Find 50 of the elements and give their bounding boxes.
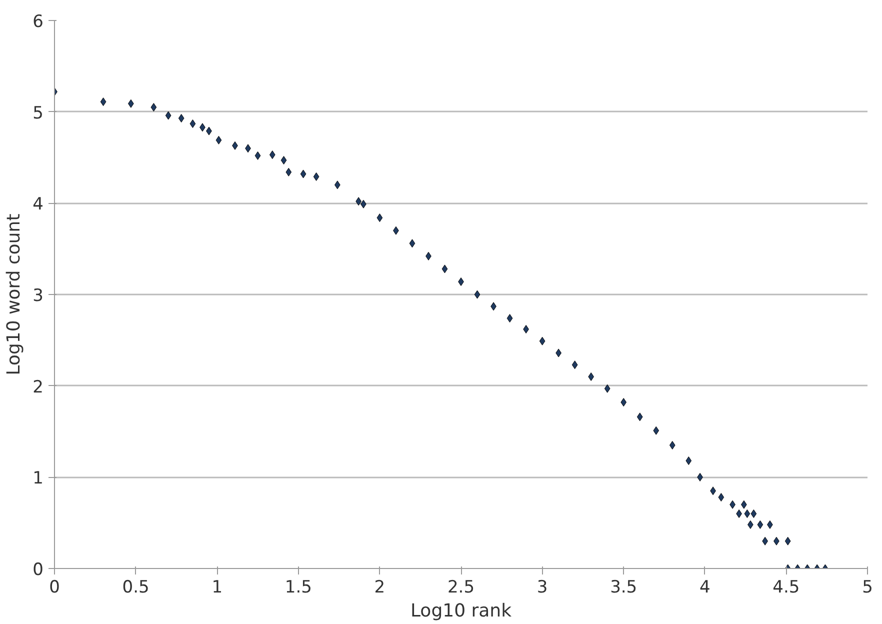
point xyxy=(750,509,757,518)
x-tick-label: 0.5 xyxy=(122,578,150,598)
point xyxy=(280,156,287,164)
x-tick-label: 4 xyxy=(699,578,710,598)
point xyxy=(100,98,106,106)
point xyxy=(744,509,750,518)
point xyxy=(216,136,222,144)
y-tick-label: 4 xyxy=(32,194,44,215)
x-tick-label: 2.5 xyxy=(447,578,475,598)
point xyxy=(286,168,292,176)
point xyxy=(636,412,643,422)
point xyxy=(409,239,416,248)
point xyxy=(190,119,196,128)
point xyxy=(269,150,276,160)
point xyxy=(653,426,660,435)
point xyxy=(376,214,383,222)
point xyxy=(669,440,676,450)
x-tick-label: 4.5 xyxy=(772,578,800,598)
x-tick-label: 0 xyxy=(49,578,60,598)
x-tick-label: 5 xyxy=(862,578,873,598)
point xyxy=(442,264,448,274)
point xyxy=(572,360,578,370)
x-tick-label: 3.5 xyxy=(610,578,638,598)
point xyxy=(539,336,546,346)
point xyxy=(506,314,513,322)
x-tick-label: 1 xyxy=(212,578,223,598)
point xyxy=(150,103,157,112)
point xyxy=(620,398,627,407)
x-tick-label: 1.5 xyxy=(284,578,312,598)
x-tick-label: 2 xyxy=(374,578,386,598)
y-axis-title: Log10 word count xyxy=(4,214,25,376)
y-tick-label: 1 xyxy=(32,468,44,489)
point xyxy=(300,170,306,178)
point xyxy=(165,111,172,120)
point xyxy=(686,456,692,465)
y-tick-label: 2 xyxy=(32,377,44,398)
point xyxy=(604,384,610,393)
y-tick-label: 5 xyxy=(32,103,44,124)
y-tick-label: 0 xyxy=(32,560,44,580)
point xyxy=(784,536,791,546)
point xyxy=(254,151,261,160)
x-axis-title: Log10 rank xyxy=(410,600,512,622)
point xyxy=(718,493,724,502)
point xyxy=(474,290,480,299)
point xyxy=(757,520,764,529)
y-tick-label: 6 xyxy=(32,12,44,32)
point xyxy=(178,114,184,122)
y-tick-label: 3 xyxy=(32,286,44,306)
point xyxy=(313,172,320,181)
x-tick-label: 3 xyxy=(536,578,548,598)
